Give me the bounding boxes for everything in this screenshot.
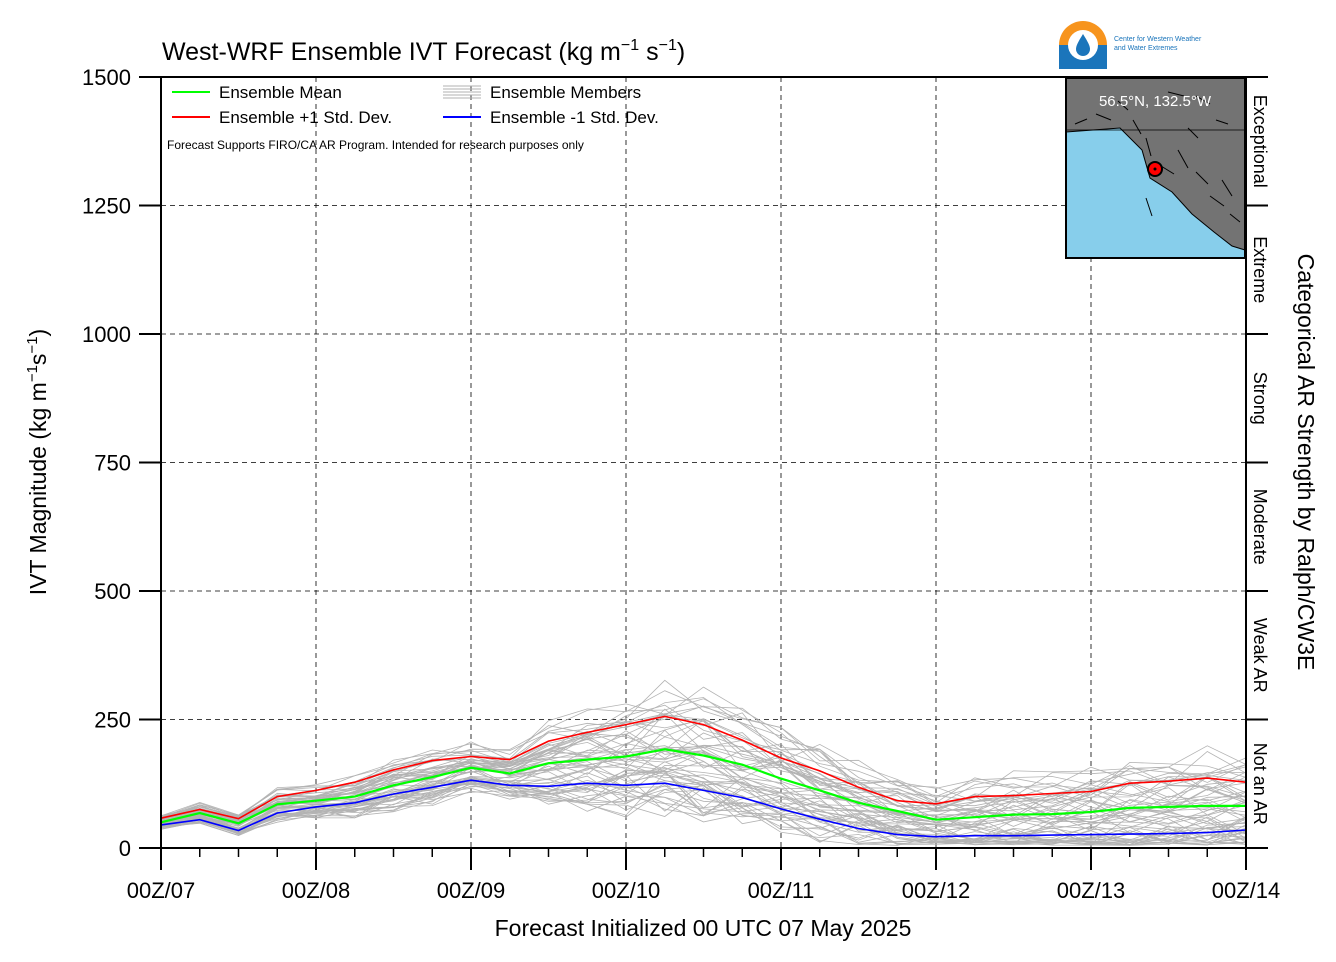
ensemble-member-line [160, 686, 1247, 818]
x-tick-label: 00Z/08 [282, 878, 351, 903]
ensemble-member-line [160, 779, 1247, 846]
legend-label-members: Ensemble Members [490, 83, 641, 102]
ylabel-main: IVT Magnitude (kg m [25, 382, 51, 595]
ensemble-member-line [160, 690, 1247, 818]
ensemble-member-line [160, 787, 1247, 846]
y-tick-label: 1250 [82, 194, 131, 219]
ensemble-member-line [160, 679, 1247, 817]
water-drop-icon [1076, 34, 1090, 56]
ensemble-member-line [160, 763, 1247, 841]
ensemble-minus-std-line [160, 779, 1247, 838]
cw3e-logo-line2: and Water Extremes [1114, 45, 1178, 52]
x-tick-label: 00Z/11 [748, 878, 815, 903]
inset-frame [1065, 77, 1246, 259]
y-tick-label: 500 [94, 579, 131, 604]
y-tick-label: 1000 [82, 322, 131, 347]
ylabel-exponent-2: −1 [24, 336, 41, 353]
location-inset-map: 56.5°N, 132.5°W [1065, 77, 1246, 259]
ensemble-member-line [160, 782, 1247, 845]
ensemble-member-line [160, 698, 1247, 819]
y-tick-label: 0 [119, 836, 131, 861]
x-tick-label: 00Z/07 [127, 878, 196, 903]
title-main: West-WRF Ensemble IVT Forecast (kg m [162, 38, 621, 66]
x-tick-label: 00Z/10 [592, 878, 661, 903]
x-tick-label: 00Z/09 [437, 878, 506, 903]
legend-label-minus-std: Ensemble -1 Std. Dev. [490, 108, 659, 127]
y-tick-label: 1500 [82, 65, 131, 90]
legend-swatch-members [443, 85, 481, 99]
legend-label-mean: Ensemble Mean [219, 83, 342, 102]
inset-coastline [1065, 91, 1246, 251]
title-end: ) [677, 38, 685, 66]
category-label: Moderate [1250, 489, 1270, 565]
category-label: Not an AR [1250, 743, 1270, 825]
research-note: Forecast Supports FIRO/CA AR Program. In… [167, 138, 584, 152]
grid-lines [161, 77, 1246, 848]
title-exponent-1: −1 [621, 37, 639, 54]
inset-ocean [1066, 128, 1245, 258]
cw3e-logo: Center for Western Weather and Water Ext… [1059, 21, 1202, 69]
ensemble-member-line [160, 719, 1247, 820]
y-tick-label: 750 [94, 451, 131, 476]
x-tick-label: 00Z/14 [1212, 878, 1281, 903]
ensemble-member-line [160, 732, 1247, 823]
location-marker-dot [1153, 167, 1157, 171]
ensemble-member-line [160, 704, 1247, 821]
x-axis: 00Z/07 00Z/08 00Z/09 00Z/10 00Z/11 00Z/12 00Z/… [127, 848, 1281, 903]
ensemble-member-line [160, 766, 1247, 844]
y-axis: 0 250 500 750 1000 1250 1500 [82, 65, 161, 861]
y-tick-label: 250 [94, 708, 131, 733]
ensemble-statistics [160, 715, 1247, 838]
ensemble-member-line [160, 746, 1247, 824]
ylabel-exponent-1: −1 [24, 365, 41, 382]
ensemble-member-line [160, 761, 1247, 843]
category-label: Extreme [1250, 236, 1270, 303]
inset-coordinates: 56.5°N, 132.5°W [1099, 93, 1212, 110]
title-mid: s [639, 38, 658, 66]
title-exponent-2: −1 [659, 37, 677, 54]
ylabel-end: ) [25, 329, 51, 337]
ensemble-member-line [160, 718, 1247, 820]
ylabel-mid: s [25, 354, 51, 366]
category-label: Exceptional [1250, 95, 1270, 188]
legend-label-plus-std: Ensemble +1 Std. Dev. [219, 108, 392, 127]
ensemble-members [160, 679, 1247, 846]
legend: Ensemble Mean Ensemble +1 Std. Dev. Ense… [167, 83, 659, 152]
ensemble-mean-line [160, 748, 1246, 825]
x-tick-label: 00Z/13 [1057, 878, 1126, 903]
right-axis-label: Categorical AR Strength by Ralph/CW3E [1293, 254, 1319, 671]
y-axis-label: IVT Magnitude (kg m−1s−1) [24, 329, 51, 595]
chart-title: West-WRF Ensemble IVT Forecast (kg m−1 s… [162, 37, 685, 66]
cw3e-logo-line1: Center for Western Weather [1114, 36, 1202, 43]
x-axis-label: Forecast Initialized 00 UTC 07 May 2025 [495, 915, 912, 941]
ensemble-plus-std-line [160, 715, 1247, 820]
category-label: Weak AR [1250, 618, 1270, 693]
x-tick-label: 00Z/12 [902, 878, 971, 903]
ensemble-member-line [160, 718, 1247, 823]
ensemble-member-line [160, 770, 1247, 843]
category-axis: Not an AR Weak AR Moderate Strong Extreme Exc… [1246, 76, 1270, 849]
category-label: Strong [1250, 372, 1270, 425]
